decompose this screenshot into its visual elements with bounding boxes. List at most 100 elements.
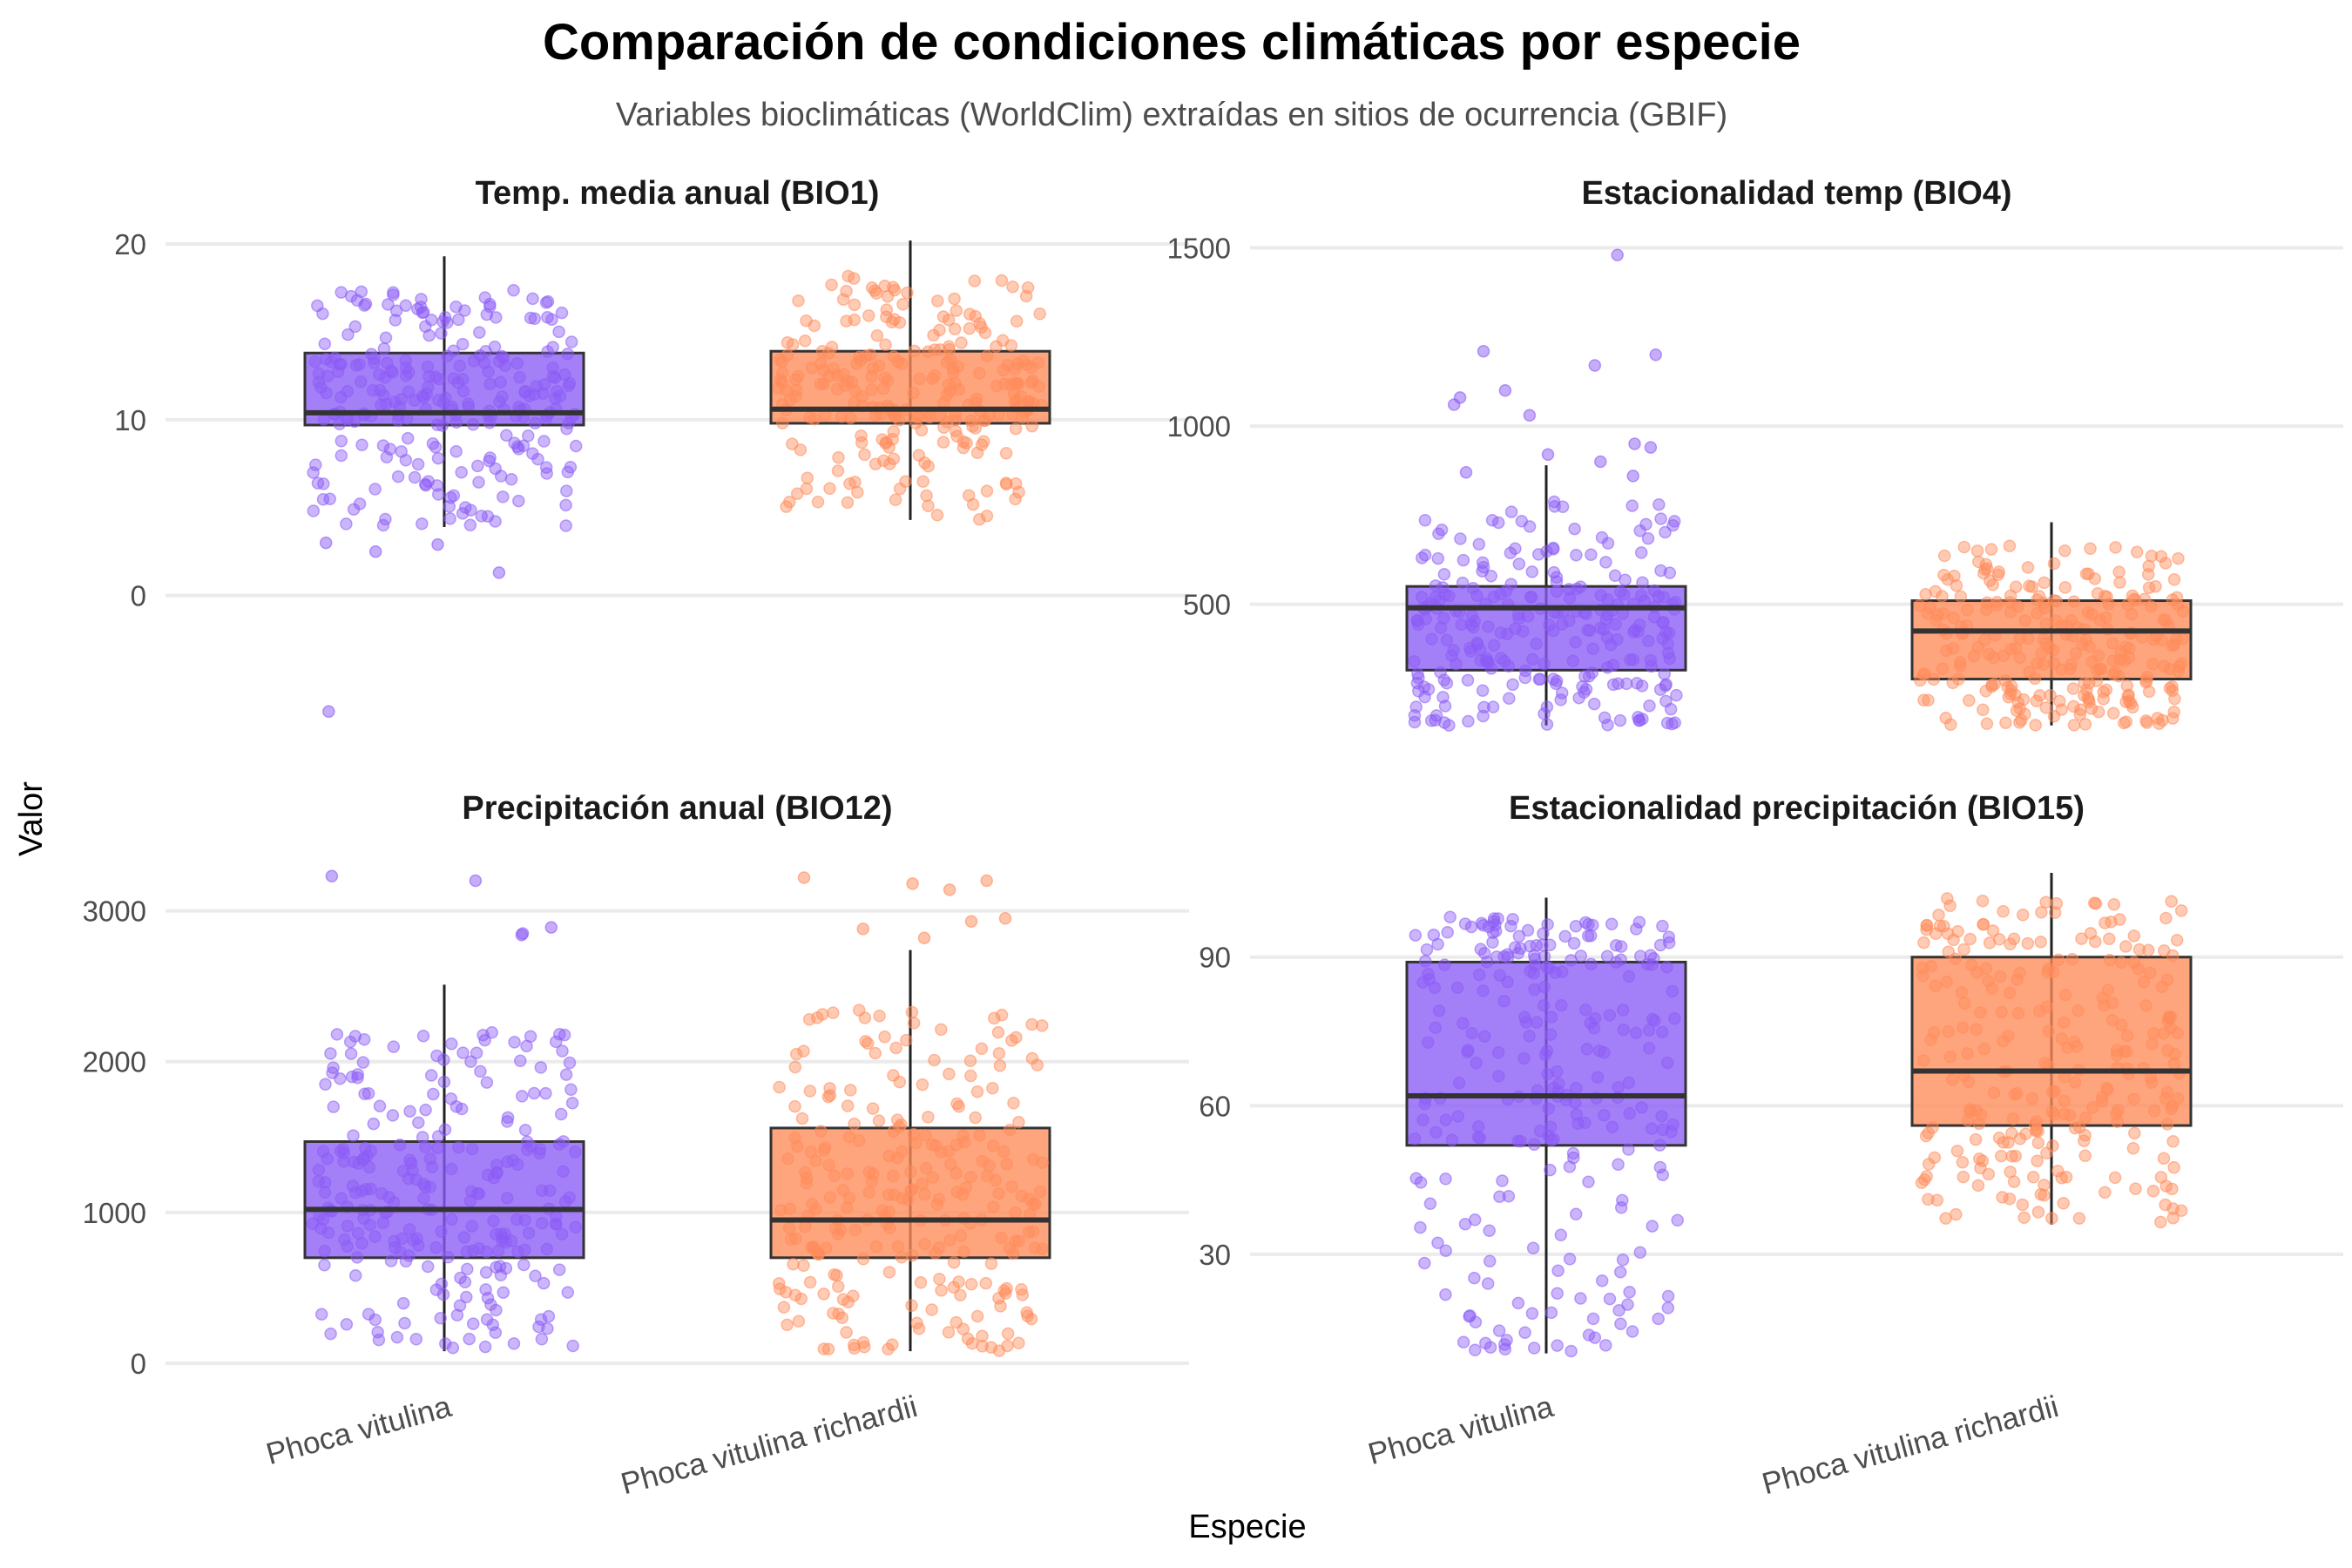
jitter-point (401, 431, 415, 445)
jitter-point (456, 384, 470, 398)
jitter-point (2103, 953, 2117, 967)
jitter-point (2038, 1179, 2051, 1192)
jitter-point (1585, 548, 1598, 562)
outlier-point (1588, 359, 1602, 372)
jitter-point (788, 1099, 801, 1113)
jitter-point (980, 484, 994, 497)
jitter-point (1524, 939, 1537, 953)
outlier-point (1611, 248, 1624, 261)
jitter-point (1961, 603, 1974, 617)
jitter-point (478, 291, 492, 304)
jitter-point (942, 1326, 956, 1339)
jitter-point (2139, 999, 2153, 1012)
jitter-point (1997, 905, 2010, 918)
jitter-point (2088, 572, 2102, 585)
jitter-point (317, 477, 330, 490)
jitter-point (1528, 952, 1542, 966)
jitter-point (341, 1240, 354, 1253)
jitter-point (1451, 1110, 1465, 1123)
jitter-point (2072, 1004, 2085, 1017)
jitter-point (2067, 595, 2081, 608)
jitter-point (1012, 1116, 1025, 1129)
jitter-point (417, 1192, 430, 1205)
jitter-point (2083, 640, 2096, 653)
jitter-point (823, 1082, 836, 1095)
jitter-point (348, 1269, 362, 1282)
jitter-point (1009, 492, 1022, 506)
jitter-point (2089, 935, 2102, 949)
jitter-point (1009, 1206, 1022, 1220)
jitter-point (1544, 1163, 1557, 1177)
jitter-point (2004, 1165, 2017, 1179)
jitter-point (2008, 1088, 2021, 1101)
jitter-point (831, 464, 845, 477)
jitter-point (959, 1180, 973, 1194)
jitter-point (990, 340, 1003, 354)
jitter-point (948, 292, 961, 306)
jitter-point (1016, 1288, 1030, 1301)
jitter-point (1584, 1016, 1597, 1030)
jitter-point (814, 1125, 828, 1138)
jitter-point (1930, 1193, 1944, 1207)
jitter-point (546, 362, 559, 375)
jitter-point (1957, 540, 1971, 554)
jitter-point (531, 452, 544, 466)
jitter-point (1612, 1158, 1625, 1172)
jitter-point (1566, 1146, 1580, 1160)
jitter-point (1530, 637, 1543, 651)
jitter-point (402, 1222, 416, 1236)
jitter-point (889, 1041, 902, 1055)
jitter-point (1622, 1076, 1636, 1090)
jitter-point (1952, 672, 1965, 686)
jitter-point (2141, 568, 2155, 581)
jitter-point (2030, 1123, 2044, 1136)
jitter-point (449, 444, 463, 458)
jitter-point (439, 1337, 452, 1350)
y-tick-label: 20 (114, 228, 146, 260)
jitter-point (1544, 1010, 1558, 1024)
jitter-point (956, 1129, 970, 1143)
outlier-point (544, 921, 558, 934)
jitter-point (379, 331, 393, 344)
jitter-point (1010, 314, 1024, 328)
jitter-point (1422, 683, 1436, 696)
jitter-point (2154, 550, 2168, 563)
jitter-point (2159, 1092, 2173, 1105)
jitter-point (955, 336, 968, 349)
jitter-point (424, 1069, 438, 1082)
jitter-point (880, 303, 894, 316)
jitter-point (1638, 594, 1651, 608)
jitter-point (444, 1092, 458, 1105)
jitter-point (1639, 517, 1652, 531)
jitter-point (556, 1044, 569, 1058)
jitter-point (465, 1220, 479, 1233)
jitter-point (832, 1280, 845, 1294)
outlier-point (797, 871, 811, 884)
jitter-point (1014, 389, 1028, 403)
jitter-point (1653, 683, 1667, 696)
jitter-point (1501, 950, 1515, 964)
jitter-point (2047, 557, 2061, 571)
jitter-point (1642, 634, 1655, 648)
jitter-point (2039, 617, 2052, 631)
jitter-point (2058, 544, 2072, 558)
jitter-point (1469, 1315, 1483, 1329)
jitter-point (2089, 896, 2103, 910)
jitter-point (381, 356, 394, 369)
jitter-point (308, 355, 321, 368)
jitter-point (1641, 531, 1655, 545)
jitter-point (490, 311, 503, 324)
jitter-point (869, 287, 883, 300)
jitter-point (969, 1111, 982, 1125)
jitter-point (1629, 1026, 1643, 1039)
jitter-point (1031, 356, 1044, 369)
jitter-point (828, 1169, 841, 1182)
jitter-point (907, 387, 920, 400)
y-tick-label: 2000 (83, 1046, 146, 1078)
jitter-point (1538, 707, 1551, 720)
jitter-point (862, 309, 875, 322)
jitter-point (992, 1046, 1006, 1060)
jitter-point (1492, 1324, 1506, 1337)
jitter-point (855, 429, 868, 443)
